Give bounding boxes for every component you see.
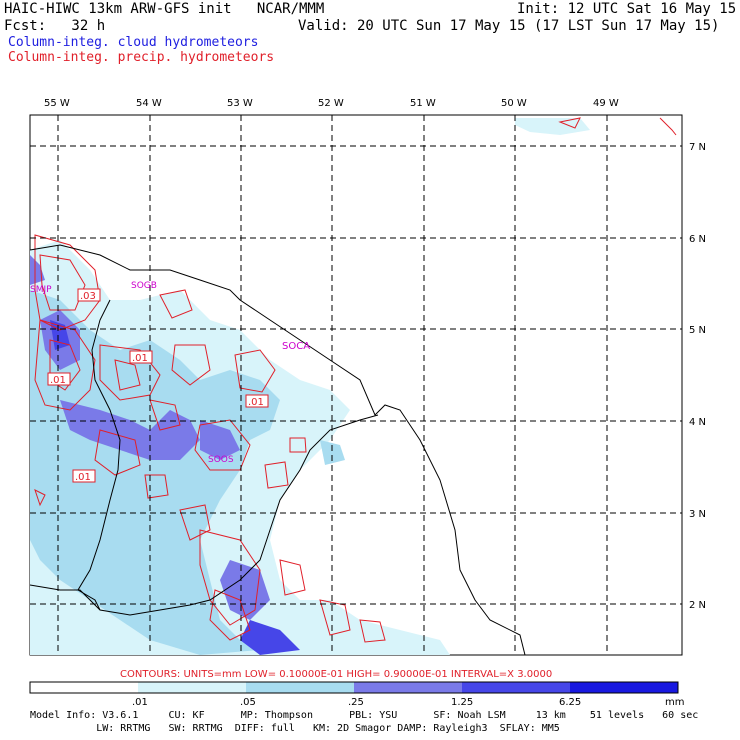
legend-precip: Column-integ. precip. hydrometeors: [8, 50, 275, 65]
model-info-line1: Model Info: V3.6.1 CU: KF MP: Thompson P…: [30, 710, 699, 721]
lon-label: 50 W: [501, 98, 527, 109]
contour-label: .01: [132, 353, 148, 364]
lon-labels: 55 W 54 W 53 W 52 W 51 W 50 W 49 W: [44, 98, 619, 109]
lat-label: 7 N: [689, 142, 706, 153]
lon-label: 52 W: [318, 98, 344, 109]
lat-label: 5 N: [689, 325, 706, 336]
station-soca: SOCA: [282, 341, 310, 352]
precip-contours: [34, 117, 677, 643]
colorbar-tick: 1.25: [451, 697, 473, 708]
contour-label: .01: [75, 472, 91, 483]
valid-time: Valid: 20 UTC Sun 17 May 15 (17 LST Sun …: [298, 18, 720, 34]
station-smjp: SMJP: [30, 285, 52, 295]
lon-label: 53 W: [227, 98, 253, 109]
coastline: [29, 244, 526, 656]
legend-cloud: Column-integ. cloud hydrometeors: [8, 35, 259, 50]
colorbar-tick: .01: [132, 697, 148, 708]
lon-label: 49 W: [593, 98, 619, 109]
contour-label: .01: [50, 375, 66, 386]
station-sogb: SOGB: [131, 281, 157, 291]
lat-label: 3 N: [689, 509, 706, 520]
colorbar-units: mm: [665, 697, 684, 708]
lat-lon-grid: [30, 115, 682, 655]
lat-label: 6 N: [689, 234, 706, 245]
contour-label: .03: [80, 291, 96, 302]
model-info-line2: LW: RRTMG SW: RRTMG DIFF: full KM: 2D Sm…: [30, 723, 560, 734]
colorbar-tick: .25: [348, 697, 364, 708]
colorbar-ticks: .01 .05 .25 1.25 6.25 mm: [132, 697, 684, 708]
chart-title: HAIC-HIWC 13km ARW-GFS init NCAR/MMM: [4, 1, 325, 17]
forecast-hour: Fcst: 32 h: [4, 18, 106, 34]
contour-label-boxes: [47, 288, 269, 483]
lon-label: 54 W: [136, 98, 162, 109]
lat-label: 4 N: [689, 417, 706, 428]
colorbar-tick: 6.25: [559, 697, 581, 708]
colorbar-tick: .05: [240, 697, 256, 708]
init-time: Init: 12 UTC Sat 16 May 15: [517, 1, 737, 17]
lat-label: 2 N: [689, 600, 706, 611]
station-soos: SOOS: [208, 455, 234, 465]
lon-label: 51 W: [410, 98, 436, 109]
colorbar: [29, 681, 679, 694]
lat-labels: 7 N 6 N 5 N 4 N 3 N 2 N: [689, 142, 706, 611]
contour-label: .01: [248, 397, 264, 408]
contour-info: CONTOURS: UNITS=mm LOW= 0.10000E-01 HIGH…: [120, 669, 552, 680]
lon-label: 55 W: [44, 98, 70, 109]
